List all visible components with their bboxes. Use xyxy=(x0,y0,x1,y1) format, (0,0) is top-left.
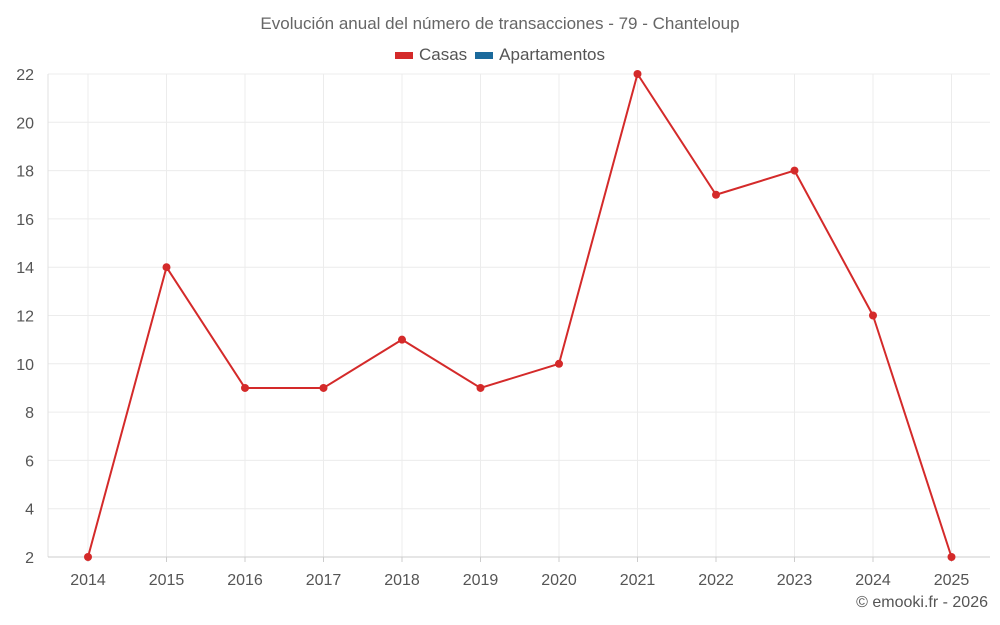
x-tick-label: 2015 xyxy=(149,572,185,589)
legend-item-casas[interactable]: Casas xyxy=(394,45,468,65)
data-point xyxy=(398,335,406,344)
chart-title: Evolución anual del número de transaccio… xyxy=(260,14,740,33)
data-point xyxy=(790,166,799,175)
legend-label-apartamentos: Apartamentos xyxy=(499,45,606,64)
y-tick-label: 2 xyxy=(25,550,34,567)
x-tick-label: 2019 xyxy=(463,572,499,589)
data-point xyxy=(162,263,171,272)
legend-item-apartamentos[interactable]: Apartamentos xyxy=(475,45,605,65)
y-tick-label: 14 xyxy=(16,260,34,277)
legend-label-casas: Casas xyxy=(418,45,468,64)
y-tick-label: 16 xyxy=(16,212,34,229)
data-point xyxy=(84,553,92,561)
data-point xyxy=(947,553,956,561)
x-tick-label: 2021 xyxy=(620,572,656,589)
data-point xyxy=(319,383,328,392)
data-point xyxy=(869,311,877,320)
x-tick-label: 2014 xyxy=(70,572,106,589)
x-tick-label: 2017 xyxy=(306,572,342,589)
x-tick-label: 2025 xyxy=(934,572,970,589)
y-tick-label: 4 xyxy=(25,502,34,519)
x-tick-label: 2018 xyxy=(384,572,420,589)
data-point xyxy=(712,190,720,199)
x-tick-label: 2023 xyxy=(777,572,813,589)
x-tick-label: 2020 xyxy=(541,572,577,589)
x-tick-label: 2016 xyxy=(227,572,263,589)
y-tick-label: 6 xyxy=(25,453,34,470)
data-point xyxy=(555,359,563,368)
data-point xyxy=(633,70,642,78)
data-point xyxy=(476,383,485,392)
legend-swatch-casas xyxy=(394,51,413,59)
legend-swatch-apartamentos xyxy=(475,51,494,59)
data-point xyxy=(241,383,249,392)
y-tick-label: 18 xyxy=(16,164,34,181)
y-tick-label: 22 xyxy=(16,67,34,84)
legend: Casas Apartamentos xyxy=(0,45,1000,65)
y-tick-label: 20 xyxy=(16,115,34,132)
y-tick-label: 12 xyxy=(16,309,34,326)
x-tick-label: 2024 xyxy=(855,572,891,589)
x-tick-label: 2022 xyxy=(698,572,734,589)
footer-credit: © emooki.fr - 2026 xyxy=(856,594,988,611)
y-tick-label: 8 xyxy=(25,405,34,422)
y-tick-label: 10 xyxy=(16,357,34,374)
series-line-casas xyxy=(87,73,953,558)
